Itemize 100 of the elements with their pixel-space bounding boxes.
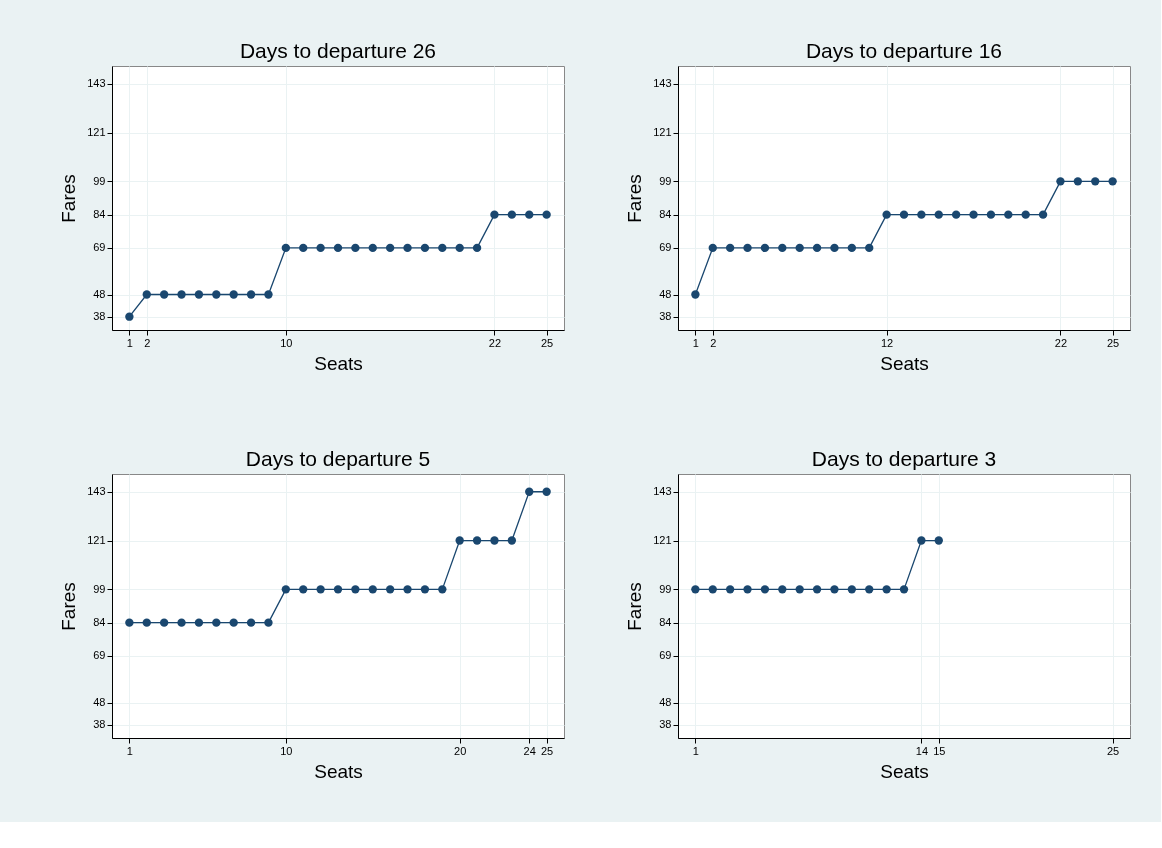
point: [142, 290, 151, 299]
point: [830, 243, 839, 253]
point: [229, 618, 238, 627]
y-axis-title: Fares: [58, 174, 80, 223]
point: [177, 290, 186, 299]
point: [246, 618, 256, 627]
point: [490, 210, 499, 219]
point: [420, 585, 430, 594]
x-tick-label: 10: [280, 336, 293, 349]
point: [142, 618, 151, 627]
y-tick-label: 69: [659, 241, 672, 254]
point: [177, 618, 186, 627]
point: [194, 618, 204, 627]
point: [847, 243, 857, 253]
y-tick-label: 84: [659, 616, 672, 629]
x-tick-label: 2: [144, 336, 151, 349]
y-tick-label: 143: [87, 485, 106, 498]
point: [455, 536, 464, 545]
point: [1091, 177, 1100, 186]
point: [760, 243, 770, 253]
point: [333, 243, 343, 253]
x-axis-title: Seats: [314, 352, 363, 374]
chart-title: Days to departure 26: [239, 39, 437, 62]
x-tick-label: 25: [540, 336, 554, 349]
y-tick-label: 121: [87, 126, 106, 139]
point: [351, 585, 360, 594]
point: [542, 210, 551, 219]
point: [455, 243, 464, 253]
y-tick-label: 84: [93, 616, 106, 629]
x-tick-label: 15: [933, 744, 946, 757]
point: [708, 243, 717, 253]
y-tick-label: 48: [93, 696, 106, 708]
point: [385, 243, 395, 253]
point: [1038, 210, 1048, 219]
point: [299, 243, 308, 253]
point: [246, 290, 256, 299]
point: [743, 243, 752, 253]
point: [507, 536, 517, 545]
x-axis-title: Seats: [314, 760, 363, 782]
point: [316, 243, 325, 253]
y-tick-label: 84: [659, 208, 672, 221]
chart-title: Days to departure 3: [811, 447, 997, 470]
x-tick-label: 2: [710, 336, 717, 349]
y-tick-label: 48: [93, 288, 106, 300]
point: [725, 243, 735, 253]
y-tick-label: 38: [659, 310, 672, 323]
point: [472, 243, 482, 253]
y-tick-label: 38: [93, 310, 106, 323]
x-axis-title: Seats: [880, 352, 929, 374]
x-tick-label: 1: [692, 744, 699, 757]
point: [403, 243, 412, 253]
point: [525, 210, 534, 219]
point: [194, 290, 204, 299]
point: [316, 585, 325, 594]
point: [1004, 210, 1013, 219]
x-tick-label: 14: [915, 744, 929, 757]
point: [281, 585, 291, 594]
point: [1073, 177, 1083, 186]
point: [795, 243, 804, 253]
y-tick-label: 143: [87, 77, 106, 90]
point: [403, 585, 412, 594]
point: [351, 243, 360, 253]
x-tick-label: 25: [1106, 744, 1120, 757]
point: [986, 210, 996, 219]
point: [969, 210, 978, 219]
point: [812, 243, 822, 253]
x-tick-label: 12: [880, 336, 894, 349]
x-tick-label: 1: [692, 336, 699, 349]
y-tick-label: 38: [93, 718, 106, 731]
point: [917, 210, 926, 219]
y-tick-label: 121: [87, 534, 106, 547]
point: [438, 585, 447, 594]
point: [229, 290, 238, 299]
y-tick-label: 121: [653, 126, 672, 139]
y-tick-label: 99: [659, 174, 672, 187]
point: [212, 618, 221, 627]
point: [438, 243, 447, 253]
y-axis-title: Fares: [624, 174, 646, 223]
point: [264, 290, 273, 299]
point: [490, 536, 499, 545]
y-axis-title: Fares: [58, 582, 80, 631]
y-tick-label: 99: [659, 582, 672, 595]
y-tick-label: 69: [659, 649, 672, 662]
point: [951, 210, 961, 219]
point: [542, 487, 551, 496]
point: [281, 243, 291, 253]
point: [882, 210, 891, 219]
point: [1021, 210, 1030, 219]
y-tick-label: 99: [93, 174, 106, 187]
x-tick-label: 1: [126, 336, 133, 349]
point: [934, 210, 943, 219]
point: [385, 585, 395, 594]
point: [125, 312, 134, 321]
point: [368, 585, 377, 594]
x-tick-label: 25: [1106, 336, 1120, 349]
x-tick-label: 25: [540, 744, 554, 757]
y-tick-label: 38: [659, 718, 672, 731]
point: [125, 618, 134, 627]
y-tick-label: 143: [653, 485, 672, 498]
x-tick-label: 1: [126, 744, 133, 757]
